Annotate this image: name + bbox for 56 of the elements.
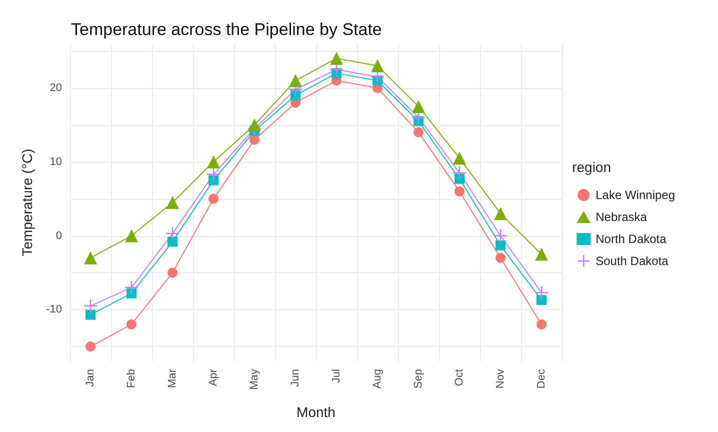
point [168, 236, 178, 247]
y-tick-label: 0 [56, 230, 62, 242]
point [535, 286, 548, 300]
point [330, 52, 343, 65]
point [371, 70, 384, 84]
x-tick-label: Nov [494, 368, 506, 389]
point [454, 174, 464, 184]
y-tick-label: 20 [50, 82, 62, 94]
point [86, 342, 96, 352]
point [412, 100, 425, 113]
legend-title: region [572, 159, 612, 175]
point [453, 152, 466, 165]
x-tick-label: May [248, 368, 260, 390]
y-axis-title: Temperature (°C) [19, 148, 35, 256]
point [208, 194, 218, 204]
point [496, 240, 506, 250]
x-tick-label: Oct [454, 369, 466, 386]
x-tick-label: Feb [126, 369, 138, 388]
y-tick-label: 10 [50, 156, 62, 168]
point [289, 74, 302, 88]
point [250, 134, 260, 145]
x-tick-label: Jun [290, 369, 302, 387]
point [371, 59, 384, 72]
point [86, 310, 96, 320]
x-tick-label: Apr [208, 368, 220, 386]
point [208, 175, 218, 186]
point [536, 319, 546, 330]
point [414, 127, 424, 138]
x-tick-label: Jul [330, 369, 342, 384]
x-tick-label: Jan [84, 369, 96, 387]
point [168, 268, 178, 278]
x-tick-label: Aug [372, 369, 384, 389]
x-tick-label: Sep [412, 369, 424, 389]
x-tick-label: Dec [536, 368, 548, 389]
point [248, 118, 261, 132]
point [84, 251, 97, 264]
point [166, 196, 179, 209]
legend-label: North Dakota [596, 232, 667, 246]
legend-label: Nebraska [596, 210, 648, 224]
legend-label: Lake Winnipeg [596, 188, 676, 202]
point [494, 229, 507, 242]
point [207, 155, 220, 168]
x-tick-label: Mar [166, 368, 178, 388]
x-axis-title: Month [296, 404, 336, 420]
point [535, 248, 548, 261]
point [126, 319, 136, 330]
point [454, 186, 464, 196]
point [494, 207, 507, 220]
y-tick-label: -10 [46, 304, 62, 316]
chart-title: Temperature across the Pipeline by State [71, 20, 382, 39]
point [126, 288, 136, 298]
point [496, 252, 506, 263]
point [290, 90, 300, 100]
point [536, 295, 546, 306]
legend-label: South Dakota [596, 254, 669, 268]
point [125, 229, 138, 242]
